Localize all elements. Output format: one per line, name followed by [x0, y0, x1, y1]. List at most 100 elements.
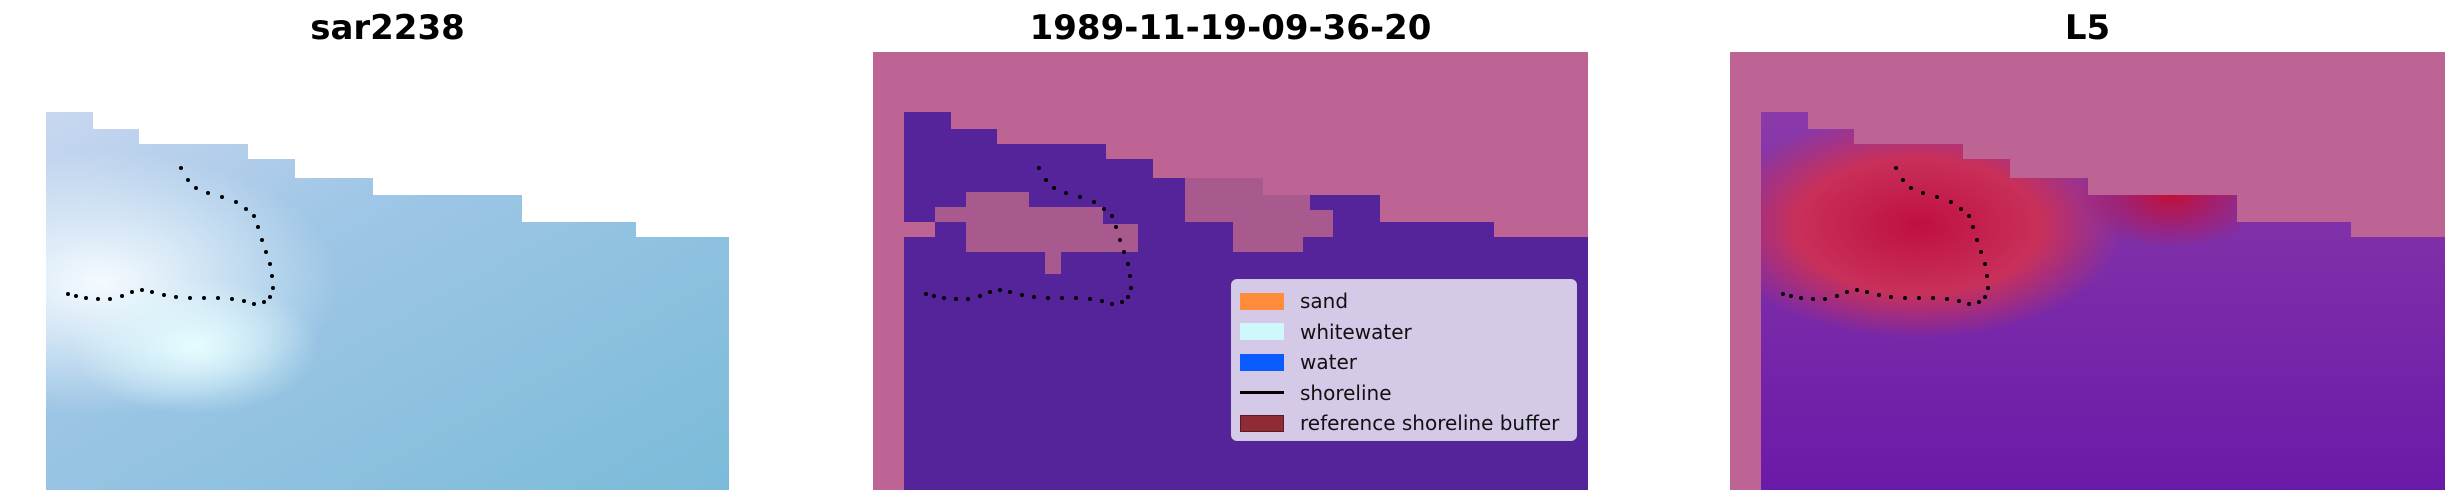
shoreline-point — [1917, 296, 1921, 300]
probability-panel — [1730, 52, 2445, 490]
shoreline-point — [1935, 195, 1939, 199]
shoreline-point — [1894, 166, 1898, 170]
legend-label: sand — [1300, 289, 1349, 314]
shoreline-point — [242, 299, 246, 303]
shoreline-point — [216, 296, 220, 300]
shoreline-point — [1983, 295, 1987, 299]
shoreline-point — [1977, 300, 1981, 304]
shoreline-point — [262, 300, 266, 304]
legend-label: whitewater — [1300, 319, 1412, 344]
shoreline-point — [1032, 295, 1036, 299]
shoreline-point — [1074, 296, 1078, 300]
shoreline-point — [1114, 225, 1118, 229]
shoreline-point — [1122, 250, 1126, 254]
shoreline-point — [1052, 186, 1056, 190]
shoreline-point — [188, 296, 192, 300]
shoreline-point — [1064, 191, 1068, 195]
shoreline-point — [1046, 296, 1050, 300]
shoreline-point — [1945, 297, 1949, 301]
shoreline-point — [1118, 238, 1122, 242]
shoreline-point — [1823, 297, 1827, 301]
shoreline-point — [1979, 250, 1983, 254]
shoreline-point — [1811, 297, 1815, 301]
shoreline-point — [1971, 225, 1975, 229]
shoreline-point — [966, 297, 970, 301]
shoreline-point — [1975, 238, 1979, 242]
shoreline-point — [1020, 293, 1024, 297]
legend-label: reference shoreline buffer — [1300, 411, 1560, 436]
probability-image — [1730, 52, 2445, 490]
shoreline-point — [206, 191, 210, 195]
shoreline-point — [1110, 214, 1114, 218]
shoreline-point — [96, 297, 100, 301]
mixed-class-patch — [935, 192, 1138, 274]
shoreline-point — [268, 262, 272, 266]
shoreline-point — [186, 178, 190, 182]
shoreline-point — [1789, 294, 1793, 298]
shoreline-point — [1921, 191, 1925, 195]
shoreline-point — [1092, 200, 1096, 204]
legend-item-water: water — [1240, 347, 1568, 378]
shoreline-point — [260, 238, 264, 242]
shoreline-point — [1967, 214, 1971, 218]
shoreline-point — [271, 286, 275, 290]
shoreline-point — [1909, 186, 1913, 190]
shoreline-point — [252, 302, 256, 306]
panel-title-rgb: sar2238 — [310, 8, 465, 48]
shoreline-point — [179, 166, 183, 170]
legend-item-whitewater: whitewater — [1240, 317, 1568, 348]
shoreline-point — [1078, 195, 1082, 199]
legend-item-sand: sand — [1240, 286, 1568, 317]
shoreline-point — [174, 295, 178, 299]
mixed-class-patch-2 — [1185, 178, 1333, 252]
shoreline-point — [1128, 274, 1132, 278]
shoreline-point — [244, 207, 248, 211]
shoreline-point — [1903, 296, 1907, 300]
shoreline-point — [1781, 292, 1785, 296]
shoreline-point — [74, 294, 78, 298]
shoreline-point — [1986, 286, 1990, 290]
shoreline-point — [1008, 290, 1012, 294]
shoreline-point — [108, 297, 112, 301]
shoreline-point — [978, 294, 982, 298]
shoreline-point — [230, 297, 234, 301]
shoreline-point — [924, 292, 928, 296]
shoreline — [66, 166, 275, 306]
legend-swatch-whitewater — [1240, 323, 1284, 341]
shoreline-point — [268, 295, 272, 299]
shoreline-point — [202, 296, 206, 300]
shoreline-point — [1102, 207, 1106, 211]
legend-swatch-water — [1240, 353, 1284, 371]
rgb-image — [46, 112, 729, 490]
shoreline-point — [264, 250, 268, 254]
panel-title-classification: 1989-11-19-09-36-20 — [1029, 8, 1432, 48]
rgb-image-panel — [46, 52, 729, 490]
shoreline-point — [84, 296, 88, 300]
shoreline-point — [256, 225, 260, 229]
shoreline-point — [1037, 166, 1041, 170]
shoreline-point — [1985, 274, 1989, 278]
shoreline-point — [194, 186, 198, 190]
shoreline-point — [234, 200, 238, 204]
shoreline — [1781, 166, 1990, 306]
legend-item-shoreline: shoreline — [1240, 378, 1568, 409]
shoreline-point — [1835, 294, 1839, 298]
shoreline — [924, 166, 1133, 306]
shoreline-point — [988, 290, 992, 294]
shoreline-point — [150, 290, 154, 294]
shoreline-point — [162, 293, 166, 297]
shoreline-point — [140, 288, 144, 292]
shoreline-point — [1100, 299, 1104, 303]
shoreline-point — [1110, 302, 1114, 306]
shoreline-point — [1865, 290, 1869, 294]
shoreline-point — [220, 195, 224, 199]
shoreline-point — [270, 274, 274, 278]
shoreline-point — [1949, 200, 1953, 204]
shoreline-point — [954, 297, 958, 301]
shoreline-point — [1931, 296, 1935, 300]
shoreline-point — [1967, 302, 1971, 306]
shoreline-point — [942, 296, 946, 300]
shoreline-point — [1889, 295, 1893, 299]
shoreline-point — [1129, 286, 1133, 290]
shoreline-point — [1060, 296, 1064, 300]
